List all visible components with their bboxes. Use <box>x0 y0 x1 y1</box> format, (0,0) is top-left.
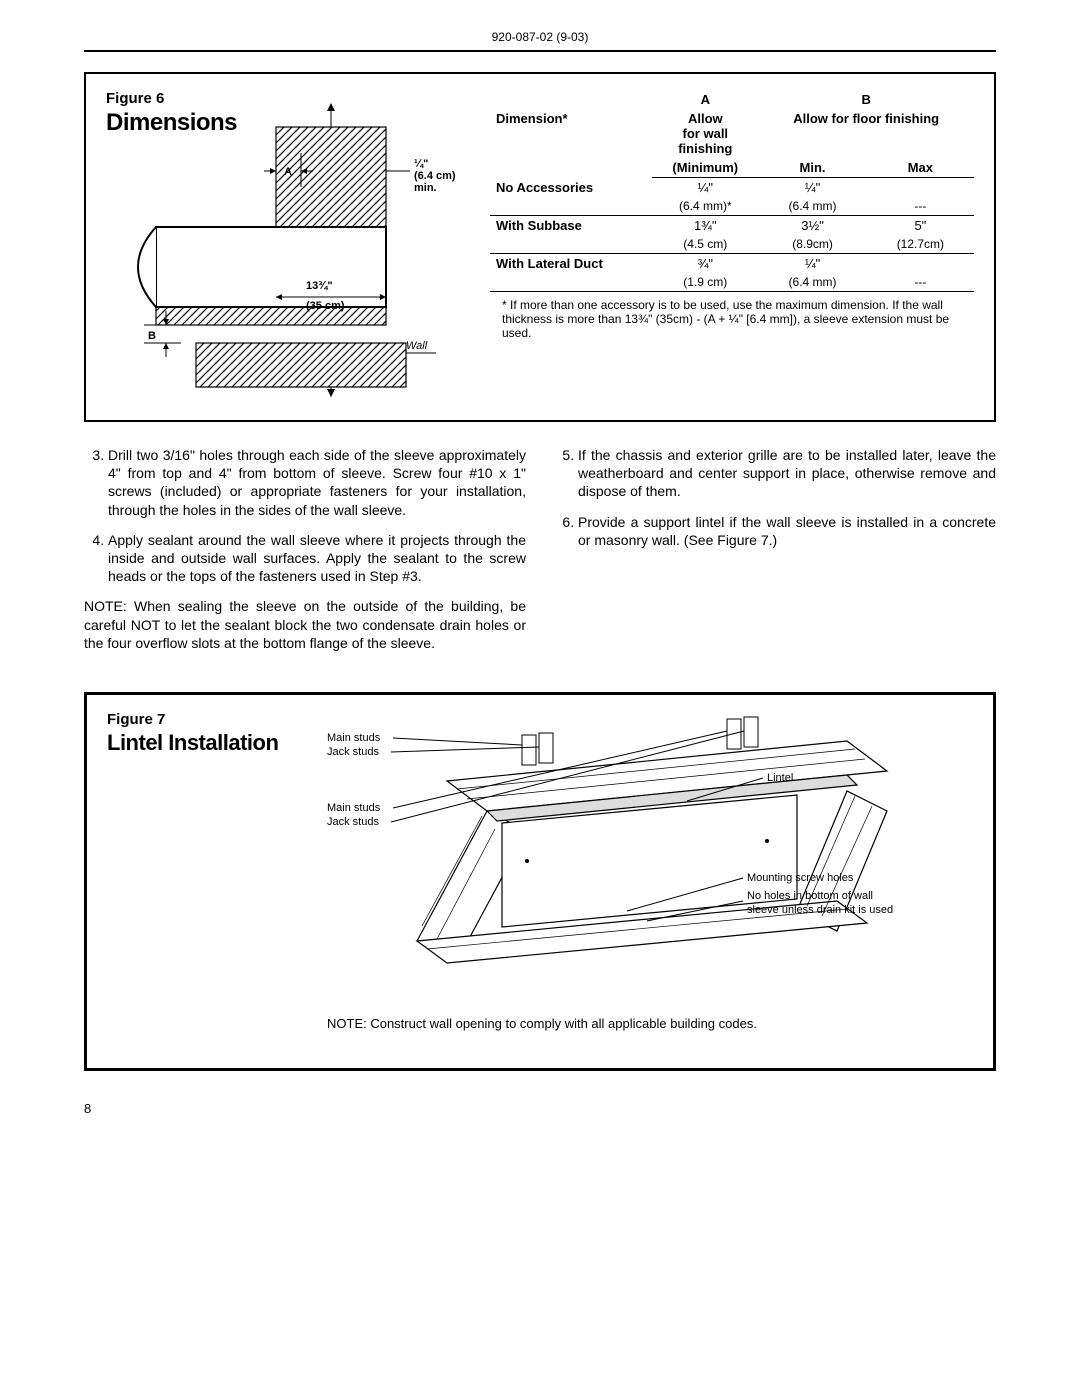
dimensions-table: A B Dimension* Allow for wall finishing … <box>490 90 974 292</box>
step-5: If the chassis and exterior grille are t… <box>578 446 996 501</box>
svg-text:Lintel: Lintel <box>767 772 793 784</box>
svg-text:A: A <box>284 166 292 178</box>
svg-text:Main studs: Main studs <box>327 802 381 814</box>
svg-text:Mounting screw holes: Mounting screw holes <box>747 872 854 884</box>
doc-number: 920-087-02 (9-03) <box>84 30 996 44</box>
svg-text:Main studs: Main studs <box>327 732 381 744</box>
figure-7-label: Figure 7 <box>107 711 307 728</box>
lintel-diagram: Main studs Jack studs Main studs Jack st… <box>327 711 947 1001</box>
figure-6-box: Figure 6 Dimensions <box>84 72 996 422</box>
svg-text:Wall: Wall <box>406 340 428 352</box>
dimensions-diagram: A ¼" (6.4 cm) min. 13¾" (35 cm) B <box>106 97 466 397</box>
step-4: Apply sealant around the wall sleeve whe… <box>108 531 526 586</box>
svg-text:Jack studs: Jack studs <box>327 746 379 758</box>
svg-text:(6.4 cm): (6.4 cm) <box>414 170 456 182</box>
step-6: Provide a support lintel if the wall sle… <box>578 513 996 549</box>
table-footnote: * If more than one accessory is to be us… <box>490 298 974 340</box>
svg-text:min.: min. <box>414 182 437 194</box>
svg-text:No holes in bottom of wall: No holes in bottom of wall <box>747 890 873 902</box>
note-sealing: NOTE: When sealing the sleeve on the out… <box>84 597 526 652</box>
svg-text:B: B <box>148 330 156 342</box>
svg-text:sleeve unless drain kit is use: sleeve unless drain kit is used <box>747 904 893 916</box>
svg-text:Jack studs: Jack studs <box>327 816 379 828</box>
figure-7-box: Figure 7 Lintel Installation <box>84 692 996 1071</box>
top-rule <box>84 50 996 52</box>
figure-7-title: Lintel Installation <box>107 730 307 756</box>
svg-text:¼": ¼" <box>414 158 428 170</box>
col-B-head: B <box>758 90 974 109</box>
page-number: 8 <box>84 1101 996 1116</box>
col-dim-head: Dimension* <box>490 109 652 178</box>
svg-text:13¾": 13¾" <box>306 280 333 292</box>
col-A-head: A <box>652 90 758 109</box>
svg-text:(35 cm): (35 cm) <box>306 300 345 312</box>
step-3: Drill two 3/16" holes through each side … <box>108 446 526 519</box>
instruction-columns: Drill two 3/16" holes through each side … <box>84 446 996 664</box>
figure-7-note: NOTE: Construct wall opening to comply w… <box>327 1016 973 1031</box>
